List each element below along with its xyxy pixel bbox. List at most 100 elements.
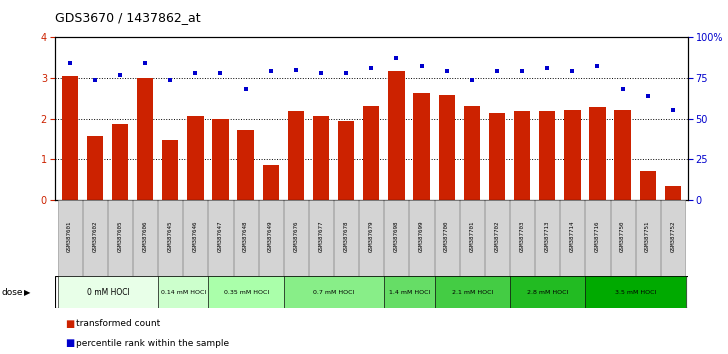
- Text: GSM387713: GSM387713: [545, 221, 550, 252]
- Point: [89, 77, 100, 82]
- Bar: [485, 200, 509, 276]
- Text: ■: ■: [66, 319, 75, 329]
- Text: 2.8 mM HOCl: 2.8 mM HOCl: [527, 290, 569, 295]
- Bar: [162, 140, 178, 200]
- Bar: [263, 165, 279, 200]
- Bar: [661, 200, 685, 276]
- Bar: [611, 200, 635, 276]
- Bar: [284, 200, 308, 276]
- Bar: [338, 121, 355, 200]
- Bar: [561, 200, 585, 276]
- Point: [290, 67, 301, 73]
- Bar: [510, 276, 585, 308]
- Point: [441, 69, 453, 74]
- Bar: [363, 105, 379, 200]
- Bar: [488, 113, 505, 200]
- Bar: [514, 111, 530, 200]
- Point: [391, 56, 403, 61]
- Text: GDS3670 / 1437862_at: GDS3670 / 1437862_at: [55, 11, 200, 24]
- Text: GSM387716: GSM387716: [595, 221, 600, 252]
- Text: GSM387750: GSM387750: [620, 221, 625, 252]
- Bar: [585, 276, 686, 308]
- Text: 0.35 mM HOCl: 0.35 mM HOCl: [223, 290, 269, 295]
- Text: GSM387648: GSM387648: [243, 221, 248, 252]
- Point: [315, 70, 327, 76]
- Text: GSM387677: GSM387677: [319, 221, 323, 252]
- Bar: [133, 200, 157, 276]
- Text: GSM387751: GSM387751: [645, 221, 650, 252]
- Bar: [636, 200, 660, 276]
- Bar: [589, 107, 606, 200]
- Text: GSM387752: GSM387752: [670, 221, 676, 252]
- Bar: [438, 95, 455, 200]
- Bar: [58, 276, 158, 308]
- Point: [617, 86, 628, 92]
- Text: GSM387647: GSM387647: [218, 221, 223, 252]
- Bar: [460, 200, 484, 276]
- Bar: [309, 200, 333, 276]
- Bar: [384, 200, 408, 276]
- Text: 3.5 mM HOCl: 3.5 mM HOCl: [615, 290, 657, 295]
- Bar: [384, 276, 435, 308]
- Text: 0 mM HOCl: 0 mM HOCl: [87, 287, 130, 297]
- Text: percentile rank within the sample: percentile rank within the sample: [76, 339, 229, 348]
- Point: [466, 77, 478, 82]
- Bar: [435, 200, 459, 276]
- Text: GSM387606: GSM387606: [143, 221, 148, 252]
- Point: [64, 61, 76, 66]
- Bar: [108, 200, 132, 276]
- Text: 0.7 mM HOCl: 0.7 mM HOCl: [314, 290, 355, 295]
- Point: [566, 69, 578, 74]
- Bar: [435, 276, 510, 308]
- Point: [340, 70, 352, 76]
- Bar: [183, 200, 207, 276]
- Point: [491, 69, 503, 74]
- Text: GSM387645: GSM387645: [167, 221, 173, 252]
- Bar: [313, 116, 329, 200]
- Bar: [87, 136, 103, 200]
- Point: [165, 77, 176, 82]
- Bar: [284, 276, 384, 308]
- Point: [265, 69, 277, 74]
- Bar: [564, 110, 580, 200]
- Point: [642, 93, 654, 99]
- Bar: [137, 78, 154, 200]
- Bar: [213, 119, 229, 200]
- Bar: [388, 70, 405, 200]
- Point: [139, 61, 151, 66]
- Text: transformed count: transformed count: [76, 319, 161, 329]
- Point: [592, 64, 604, 69]
- Text: 2.1 mM HOCl: 2.1 mM HOCl: [451, 290, 493, 295]
- Text: GSM387646: GSM387646: [193, 221, 198, 252]
- Bar: [539, 111, 555, 200]
- Text: GSM387703: GSM387703: [520, 221, 525, 252]
- Point: [365, 65, 377, 71]
- Bar: [535, 200, 559, 276]
- Text: GSM387679: GSM387679: [369, 221, 373, 252]
- Bar: [61, 76, 78, 200]
- Bar: [665, 186, 681, 200]
- Bar: [585, 200, 609, 276]
- Bar: [158, 276, 208, 308]
- Text: 1.4 mM HOCl: 1.4 mM HOCl: [389, 290, 430, 295]
- Text: GSM387605: GSM387605: [117, 221, 122, 252]
- Text: GSM387676: GSM387676: [293, 221, 298, 252]
- Bar: [83, 200, 107, 276]
- Text: GSM387702: GSM387702: [494, 221, 499, 252]
- Text: GSM387714: GSM387714: [570, 221, 575, 252]
- Bar: [258, 200, 282, 276]
- Bar: [158, 200, 182, 276]
- Bar: [464, 105, 480, 200]
- Bar: [237, 130, 254, 200]
- Text: ▶: ▶: [24, 287, 31, 297]
- Bar: [208, 200, 232, 276]
- Bar: [409, 200, 434, 276]
- Bar: [510, 200, 534, 276]
- Bar: [288, 111, 304, 200]
- Text: ■: ■: [66, 338, 75, 348]
- Bar: [58, 200, 82, 276]
- Bar: [334, 200, 358, 276]
- Text: GSM387601: GSM387601: [67, 221, 72, 252]
- Text: GSM387678: GSM387678: [344, 221, 349, 252]
- Text: GSM387698: GSM387698: [394, 221, 399, 252]
